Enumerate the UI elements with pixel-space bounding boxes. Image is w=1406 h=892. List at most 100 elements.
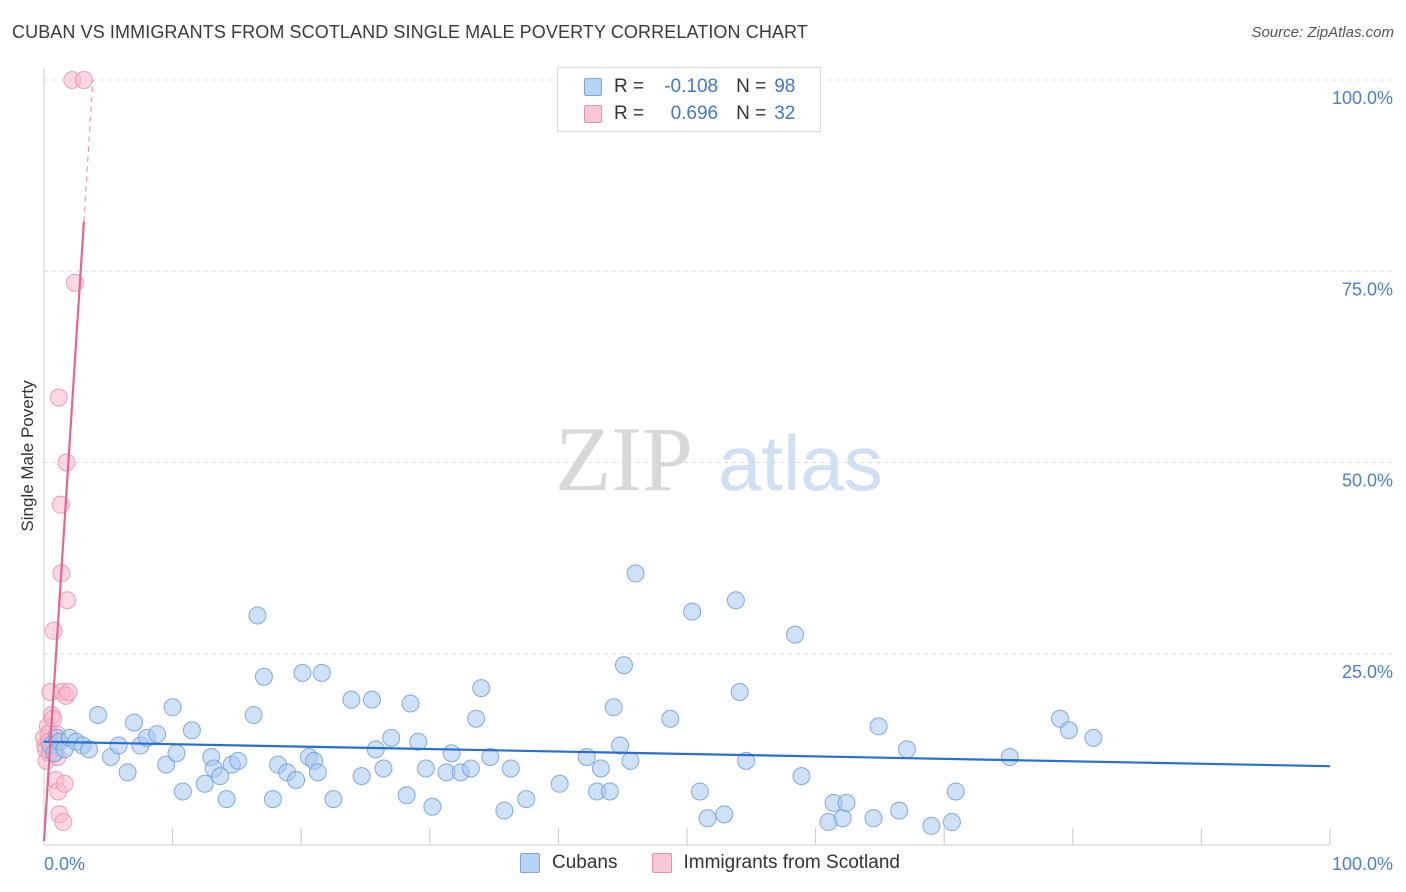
cuban-point (698, 809, 717, 828)
scotland-trend-extension (83, 79, 94, 222)
cuban-point (362, 690, 381, 709)
cuban-point (1000, 748, 1019, 767)
x-tick-label: 100.0% (1332, 854, 1393, 874)
scotland-swatch (584, 105, 602, 123)
r-value: -0.108 (664, 76, 719, 97)
cuban-point (442, 744, 461, 763)
scotland-swatch (651, 853, 672, 873)
cuban-point (690, 782, 709, 801)
cuban-point (869, 717, 888, 736)
n-label: N = (736, 76, 767, 97)
cubans-swatch (520, 853, 540, 873)
legend-item-cubans: Cubans (520, 852, 618, 874)
cuban-point (792, 767, 811, 786)
cuban-point (837, 793, 856, 812)
cuban-point (195, 774, 214, 793)
legend-label: Cubans (552, 852, 618, 873)
n-value: 32 (774, 103, 796, 124)
cuban-point (501, 759, 520, 778)
cuban-point (173, 782, 192, 801)
n-value: 98 (774, 76, 796, 97)
cuban-point (604, 698, 623, 717)
cuban-point (833, 809, 852, 828)
scotland-point (58, 591, 77, 610)
cubans-trend-line (43, 740, 1331, 768)
cuban-point (726, 591, 745, 610)
cuban-point (217, 790, 236, 809)
cuban-point (342, 690, 361, 709)
y-axis-label: Single Male Poverty (18, 380, 37, 532)
cuban-point (897, 740, 916, 759)
cuban-point (401, 694, 420, 713)
n-label: N = (736, 103, 767, 124)
cuban-point (786, 625, 805, 644)
cuban-point (600, 782, 619, 801)
cuban-point (1059, 721, 1078, 740)
cuban-point (626, 564, 645, 583)
x-tick-label: 0.0% (44, 854, 85, 874)
r-label: R = (614, 103, 645, 124)
cuban-point (229, 751, 248, 770)
scotland-point (74, 71, 93, 89)
scotland-trend-line (42, 221, 85, 842)
cuban-point (409, 732, 428, 751)
cuban-point (287, 770, 306, 789)
cuban-point (730, 683, 749, 701)
scotland-point (49, 388, 68, 407)
cuban-point (467, 709, 486, 728)
cuban-point (890, 801, 909, 820)
cuban-point (621, 751, 640, 770)
watermark-zip: ZIP (555, 408, 693, 510)
cuban-point (614, 656, 633, 675)
cuban-point (550, 774, 569, 793)
cuban-point (517, 790, 536, 809)
cuban-point (661, 709, 680, 728)
tick-labels: 100.0% 75.0% 50.0% 25.0% 0.0% 100.0% (44, 88, 1393, 874)
cuban-point (864, 809, 883, 828)
cuban-point (352, 767, 371, 786)
cuban-point (254, 667, 273, 686)
cuban-point (125, 713, 144, 732)
cuban-point (481, 748, 500, 767)
stats-legend: R = -0.108 N = 98 R = 0.696 N = 32 (557, 67, 821, 132)
y-tick-label: 25.0% (1342, 662, 1393, 682)
y-tick-label: 100.0% (1332, 88, 1393, 108)
cuban-point (591, 759, 610, 778)
chart-title: CUBAN VS IMMIGRANTS FROM SCOTLAND SINGLE… (12, 22, 808, 42)
cubans-series (41, 564, 1103, 835)
cuban-point (182, 721, 201, 740)
source-label: Source: ZipAtlas.com (1251, 24, 1394, 41)
cuban-point (495, 801, 514, 820)
cuban-point (366, 740, 385, 759)
cubans-swatch (584, 78, 602, 96)
scotland-point (55, 774, 74, 793)
cuban-point (374, 759, 393, 778)
cuban-point (308, 763, 327, 782)
legend-row-cubans: R = -0.108 N = 98 (584, 75, 795, 99)
cuban-point (163, 698, 182, 717)
legend-item-scotland: Immigrants from Scotland (651, 852, 900, 874)
r-value: 0.696 (670, 103, 719, 124)
cuban-point (416, 759, 435, 778)
series-legend: Cubans Immigrants from Scotland (520, 852, 934, 874)
cuban-point (109, 736, 128, 755)
y-tick-label: 75.0% (1342, 279, 1393, 299)
cuban-point (248, 606, 267, 625)
cuban-point (167, 744, 186, 763)
cuban-point (1084, 728, 1103, 747)
cuban-point (715, 805, 734, 824)
watermark-atlas: atlas (718, 419, 883, 507)
cuban-point (211, 767, 230, 786)
grid-layer (44, 79, 1395, 655)
cuban-point (423, 797, 442, 816)
cuban-point (312, 663, 331, 682)
scotland-point (44, 621, 63, 640)
trend-lines (42, 79, 1331, 842)
cuban-point (382, 728, 401, 747)
scotland-point (57, 453, 76, 472)
cuban-point (461, 759, 480, 778)
cuban-point (89, 705, 108, 724)
cuban-point (683, 602, 702, 621)
cuban-point (244, 705, 263, 724)
